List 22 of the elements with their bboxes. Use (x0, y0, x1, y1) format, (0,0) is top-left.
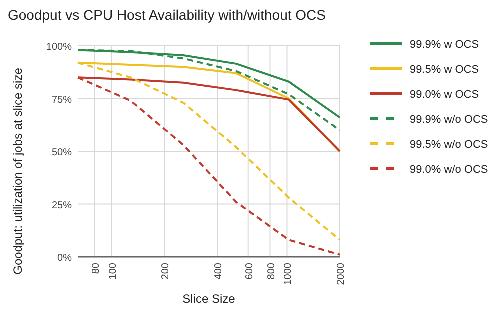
legend-label: 99.0% w OCS (410, 89, 480, 101)
y-tick-label: 0% (58, 253, 72, 264)
y-tick-label: 25% (52, 200, 72, 212)
x-axis-title: Slice Size (182, 292, 236, 306)
legend-label: 99.9% w OCS (410, 39, 480, 51)
x-tick-label: 400 (213, 262, 224, 280)
legend-label: 99.5% w/o OCS (410, 139, 488, 151)
x-tick-label: 600 (244, 262, 256, 280)
x-tick-label: 2000 (336, 262, 347, 286)
y-tick-label: 100% (46, 42, 72, 53)
x-tick-label: 80 (90, 262, 102, 274)
x-tick-label: 200 (160, 262, 172, 280)
x-tick-label: 100 (108, 262, 119, 280)
legend-label: 99.9% w/o OCS (410, 114, 488, 126)
x-tick-label: 1000 (283, 262, 294, 286)
chart-title: Goodput vs CPU Host Availability with/without OCS (8, 7, 326, 23)
x-tick-label: 800 (266, 262, 278, 280)
legend-label: 99.0% w/o OCS (410, 164, 488, 176)
y-axis-title: Goodput: utilization of jobs at slice size (11, 68, 25, 275)
legend-label: 99.5% w OCS (410, 64, 480, 76)
y-tick-label: 50% (52, 148, 72, 158)
y-tick-label: 75% (52, 94, 72, 106)
